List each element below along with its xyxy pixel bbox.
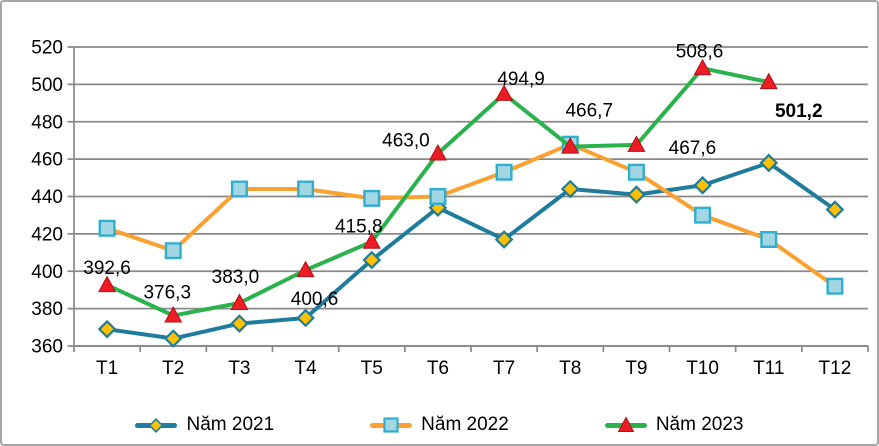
square-marker bbox=[826, 277, 844, 295]
y-tick-label: 400 bbox=[31, 262, 63, 283]
square-marker bbox=[760, 230, 778, 248]
diamond-marker bbox=[759, 153, 779, 173]
legend-item-nam-2021[interactable]: Năm 2021 bbox=[135, 414, 274, 436]
square-marker bbox=[164, 242, 182, 260]
x-tick-label: T8 bbox=[559, 358, 581, 379]
data-label: 376,3 bbox=[143, 283, 191, 304]
y-tick-label: 420 bbox=[31, 224, 63, 245]
x-tick-label: T6 bbox=[427, 358, 449, 379]
y-tick-label: 360 bbox=[31, 337, 63, 358]
diamond-marker-icon bbox=[148, 417, 164, 433]
square-marker bbox=[429, 187, 447, 205]
triangle-marker bbox=[164, 305, 183, 323]
x-tick-label: T9 bbox=[625, 358, 647, 379]
legend-swatch-nam-2021 bbox=[135, 417, 178, 433]
diamond-marker bbox=[627, 185, 646, 204]
x-tick-label: T2 bbox=[162, 358, 184, 379]
y-tick-label: 460 bbox=[31, 150, 63, 171]
data-label: 508,6 bbox=[676, 41, 724, 62]
triangle-marker bbox=[362, 232, 381, 249]
y-tick-label: 500 bbox=[31, 75, 63, 96]
square-marker bbox=[694, 206, 712, 224]
x-tick-label: T11 bbox=[753, 358, 784, 379]
data-label: 383,0 bbox=[212, 267, 260, 288]
triangle-marker bbox=[759, 72, 778, 90]
y-tick-label: 440 bbox=[31, 187, 63, 208]
data-label: 501,2 bbox=[775, 101, 823, 122]
diamond-marker bbox=[296, 308, 315, 328]
x-tick-label: T3 bbox=[228, 358, 250, 379]
data-label: 467,6 bbox=[669, 138, 717, 159]
data-label: 466,7 bbox=[565, 101, 613, 122]
triangle-marker bbox=[428, 143, 447, 161]
square-marker bbox=[363, 189, 381, 207]
diamond-marker bbox=[97, 319, 117, 339]
legend-label-nam-2022: Năm 2022 bbox=[421, 414, 509, 435]
triangle-marker bbox=[230, 293, 249, 311]
legend-label-nam-2023: Năm 2023 bbox=[655, 414, 744, 435]
triangle-marker bbox=[296, 260, 315, 278]
square-marker bbox=[98, 219, 116, 237]
square-marker bbox=[297, 180, 315, 198]
diamond-marker bbox=[825, 200, 845, 219]
triangle-marker bbox=[627, 135, 646, 152]
y-tick-label: 480 bbox=[31, 112, 63, 133]
diamond-marker bbox=[560, 179, 580, 199]
square-marker bbox=[230, 180, 248, 198]
chart-legend: Năm 2021 Năm 2022 Năm 2023 bbox=[2, 414, 877, 436]
legend-item-nam-2023[interactable]: Năm 2023 bbox=[604, 414, 744, 436]
triangle-marker bbox=[98, 275, 117, 293]
diamond-marker bbox=[693, 175, 712, 195]
legend-item-nam-2022[interactable]: Năm 2022 bbox=[370, 414, 509, 436]
legend-swatch-nam-2022 bbox=[370, 416, 413, 433]
square-marker bbox=[627, 163, 645, 181]
x-tick-label: T10 bbox=[686, 358, 719, 379]
data-label: 400,6 bbox=[291, 289, 339, 310]
triangle-marker bbox=[495, 84, 514, 101]
triangle-marker-icon bbox=[617, 416, 635, 432]
data-label: 494,9 bbox=[497, 69, 545, 90]
x-tick-label: T12 bbox=[819, 358, 852, 379]
diamond-marker bbox=[163, 329, 183, 348]
y-tick-label: 520 bbox=[31, 38, 63, 59]
triangle-marker bbox=[693, 58, 712, 76]
legend-swatch-nam-2023 bbox=[604, 416, 647, 432]
legend-label-nam-2021: Năm 2021 bbox=[186, 414, 275, 435]
x-tick-label: T4 bbox=[294, 358, 317, 379]
diamond-marker bbox=[362, 250, 382, 270]
x-tick-label: T7 bbox=[493, 358, 515, 379]
data-label: 392,6 bbox=[83, 258, 131, 279]
square-marker bbox=[495, 163, 513, 181]
square-marker-icon bbox=[383, 416, 399, 433]
data-label: 415,8 bbox=[335, 217, 383, 238]
triangle-marker bbox=[561, 137, 580, 154]
diamond-marker bbox=[494, 230, 514, 249]
y-tick-label: 380 bbox=[31, 299, 63, 320]
diamond-marker bbox=[230, 314, 249, 333]
x-tick-label: T1 bbox=[96, 358, 118, 379]
series-line-năm-2022 bbox=[105, 142, 837, 289]
x-tick-label: T5 bbox=[361, 358, 383, 379]
data-label: 463,0 bbox=[382, 131, 430, 152]
series-line-năm-2021 bbox=[105, 160, 837, 341]
